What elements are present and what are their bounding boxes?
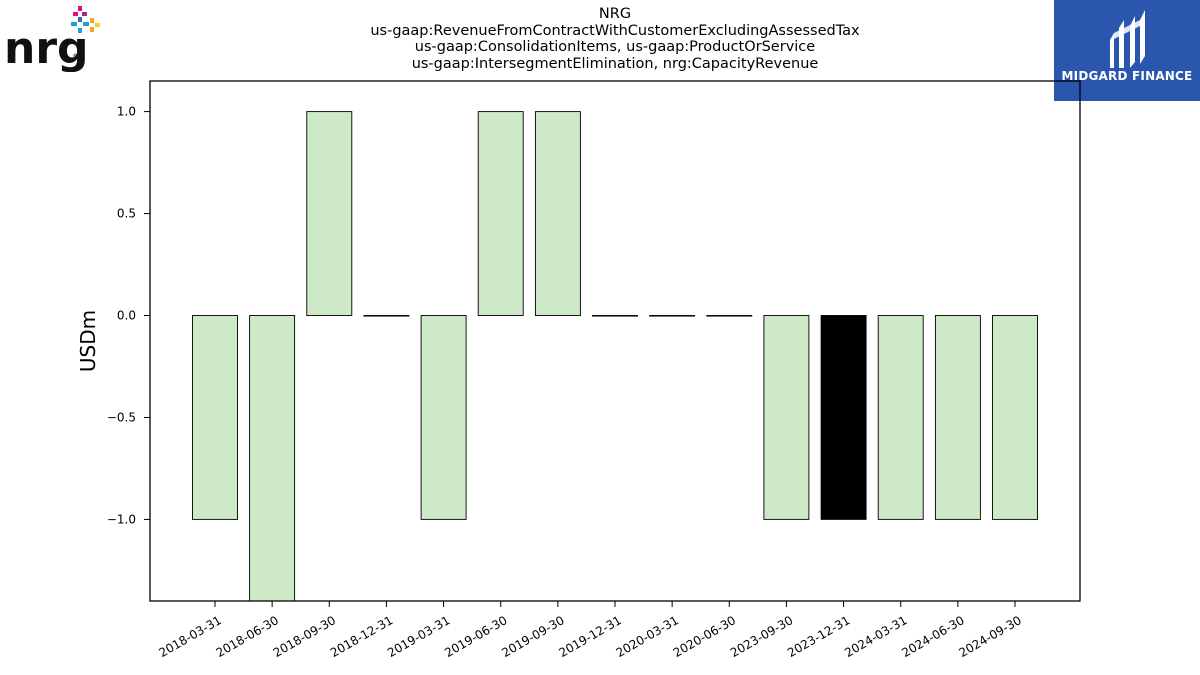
bar-2019-12-31 bbox=[592, 315, 638, 317]
bar-2018-12-31 bbox=[363, 315, 410, 317]
x-tick-label: 2023-12-31 bbox=[785, 613, 852, 660]
x-tick-label: 2024-03-31 bbox=[842, 613, 909, 660]
bar-2024-09-30 bbox=[992, 315, 1038, 520]
bars-layer bbox=[192, 111, 1038, 602]
bar-2024-06-30 bbox=[934, 315, 981, 520]
x-tick-label: 2018-09-30 bbox=[271, 613, 338, 660]
y-axis: 1.0 0.5 0.0 −0.5 −1.0 bbox=[107, 105, 150, 526]
bar-2018-03-31 bbox=[192, 315, 238, 520]
chart-title: NRG us-gaap:RevenueFromContractWithCusto… bbox=[250, 6, 980, 72]
title-line-1: NRG bbox=[598, 6, 632, 22]
bar-2018-06-30 bbox=[249, 315, 296, 602]
x-tick-label: 2019-09-30 bbox=[499, 613, 566, 660]
y-tick-label: 0.5 bbox=[117, 207, 136, 221]
midgard-emblem-icon bbox=[1110, 10, 1145, 68]
y-tick-label: 1.0 bbox=[117, 105, 136, 119]
x-tick-label: 2018-03-31 bbox=[156, 613, 223, 660]
x-tick-label: 2018-06-30 bbox=[214, 613, 281, 660]
x-tick-label: 2024-09-30 bbox=[956, 613, 1023, 660]
title-line-2: us-gaap:RevenueFromContractWithCustomerE… bbox=[370, 22, 860, 39]
y-tick-label: 0.0 bbox=[117, 309, 136, 323]
nrg-logo-text: nrg bbox=[4, 23, 89, 72]
x-tick-label: 2019-06-30 bbox=[442, 613, 509, 660]
bar-2019-03-31 bbox=[420, 315, 467, 520]
bar-2023-09-30 bbox=[763, 315, 810, 520]
nrg-registered-mark: ® bbox=[72, 53, 78, 60]
y-tick-label: −1.0 bbox=[107, 512, 136, 526]
x-tick-label: 2023-09-30 bbox=[728, 613, 795, 660]
x-axis: 2018-03-312018-06-302018-09-302018-12-31… bbox=[156, 601, 1024, 660]
title-line-3: us-gaap:ConsolidationItems, us-gaap:Prod… bbox=[414, 39, 816, 55]
midgard-finance-logo: MIDGARD FINANCE bbox=[1054, 0, 1200, 101]
y-axis-label: USDm bbox=[76, 310, 100, 372]
x-tick-label: 2019-12-31 bbox=[556, 613, 623, 660]
bar-2020-03-31 bbox=[649, 315, 696, 317]
y-tick-label: −0.5 bbox=[107, 410, 136, 424]
bar-2019-09-30 bbox=[534, 111, 581, 316]
x-tick-label: 2024-06-30 bbox=[899, 613, 966, 660]
nrg-color-mark-icon bbox=[71, 6, 100, 33]
bar-2018-09-30 bbox=[306, 111, 353, 316]
bar-2020-06-30 bbox=[706, 315, 753, 317]
bar-2023-12-31 bbox=[820, 315, 867, 520]
title-line-4: us-gaap:IntersegmentElimination, nrg:Cap… bbox=[411, 55, 819, 72]
x-tick-label: 2020-06-30 bbox=[671, 613, 738, 660]
bar-2024-03-31 bbox=[877, 315, 924, 520]
bar-2019-06-30 bbox=[477, 111, 524, 316]
x-tick-label: 2019-03-31 bbox=[385, 613, 452, 660]
midgard-logo-text: MIDGARD FINANCE bbox=[1061, 69, 1193, 83]
x-tick-label: 2018-12-31 bbox=[328, 613, 395, 660]
nrg-logo: nrg ® bbox=[4, 6, 100, 72]
x-tick-label: 2020-03-31 bbox=[614, 613, 681, 660]
